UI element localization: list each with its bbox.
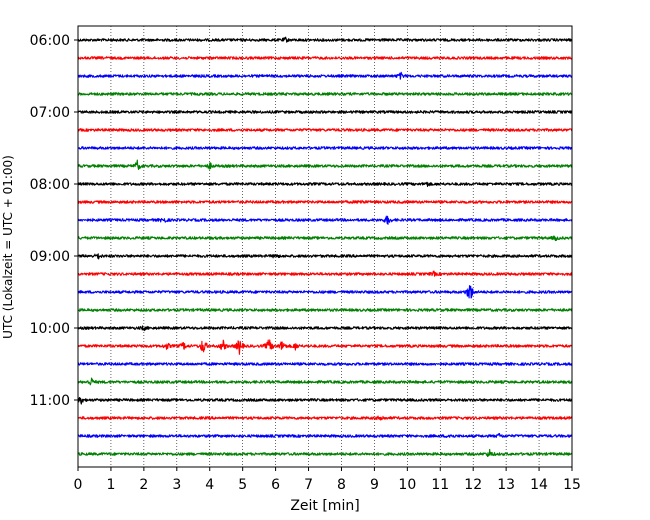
y-axis-title: UTC (Lokalzeit = UTC + 01:00) <box>1 155 15 339</box>
trace-1030 <box>77 362 573 366</box>
trace-0915 <box>77 270 573 277</box>
x-tick-label-13: 13 <box>497 477 515 493</box>
x-tick-label-4: 4 <box>205 477 214 493</box>
trace-1045 <box>77 377 573 386</box>
trace-0630 <box>77 71 573 80</box>
seismic-traces <box>77 36 573 458</box>
y-tick-label-0600: 06:00 <box>30 33 70 49</box>
x-tick-label-15: 15 <box>563 477 581 493</box>
trace-1130 <box>77 433 573 439</box>
trace-0815 <box>77 199 573 204</box>
trace-0930 <box>77 285 573 299</box>
trace-0800 <box>77 181 573 187</box>
plot-frame <box>77 25 573 468</box>
x-tick-label-7: 7 <box>304 477 313 493</box>
trace-0830 <box>77 215 573 225</box>
x-tick-label-11: 11 <box>431 477 449 493</box>
trace-1015 <box>77 339 573 355</box>
trace-0900 <box>77 253 573 260</box>
trace-0845 <box>77 235 573 242</box>
x-tick-label-1: 1 <box>106 477 115 493</box>
x-tick-label-0: 0 <box>74 477 83 493</box>
x-tick-label-3: 3 <box>172 477 181 493</box>
trace-1145 <box>77 448 573 458</box>
plot-border <box>77 25 573 468</box>
y-axis-ticks: 06:00 07:00 08:00 09:00 10:00 11:00 <box>30 33 78 409</box>
x-tick-label-6: 6 <box>271 477 280 493</box>
x-axis-ticks: 0 1 2 3 4 5 6 7 8 9 10 11 12 13 14 15 <box>74 467 581 493</box>
y-tick-label-1100: 11:00 <box>30 393 70 409</box>
x-tick-label-9: 9 <box>370 477 379 493</box>
y-tick-label-1000: 10:00 <box>30 321 70 337</box>
x-tick-label-8: 8 <box>337 477 346 493</box>
trace-0730 <box>77 146 573 150</box>
trace-0645 <box>77 92 573 96</box>
trace-0615 <box>77 56 573 60</box>
y-tick-label-0800: 08:00 <box>30 177 70 193</box>
x-tick-label-5: 5 <box>238 477 247 493</box>
y-tick-label-0900: 09:00 <box>30 249 70 265</box>
x-axis-title: Zeit [min] <box>290 498 359 514</box>
x-tick-label-10: 10 <box>398 477 416 493</box>
trace-0715 <box>77 128 573 132</box>
x-tick-label-14: 14 <box>530 477 548 493</box>
trace-1100 <box>77 396 573 405</box>
trace-1000 <box>77 325 573 332</box>
y-tick-label-0700: 07:00 <box>30 105 70 121</box>
trace-1115 <box>77 415 573 421</box>
trace-0745 <box>77 159 573 170</box>
x-tick-label-12: 12 <box>464 477 482 493</box>
trace-0600 <box>77 36 573 43</box>
x-tick-label-2: 2 <box>139 477 148 493</box>
trace-0700 <box>77 110 573 114</box>
trace-0945 <box>77 308 573 312</box>
